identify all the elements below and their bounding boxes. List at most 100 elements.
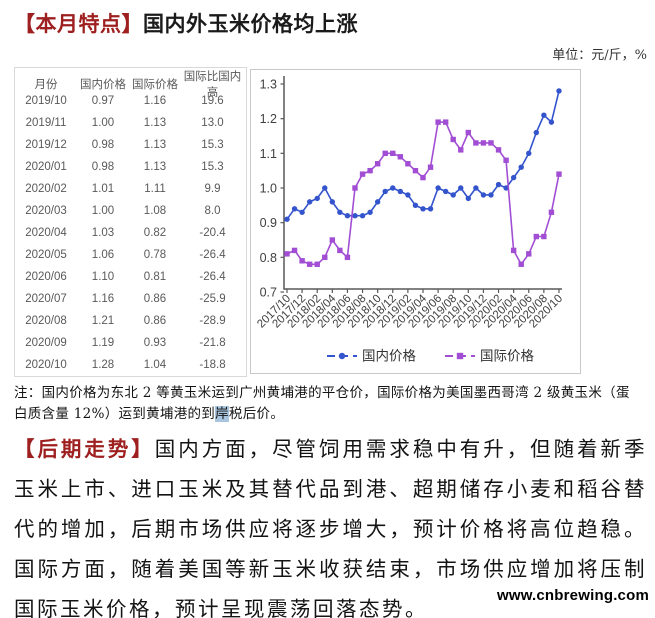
table-cell: 15.3 bbox=[201, 139, 224, 151]
data-point-square bbox=[359, 171, 366, 177]
data-point-square bbox=[548, 209, 555, 215]
table-row: 2019/11 1.00 1.13 13.0 bbox=[15, 112, 246, 134]
data-point-square bbox=[306, 261, 313, 267]
table-row: 2020/10 1.28 1.04 -18.8 bbox=[15, 354, 246, 376]
data-point-square bbox=[329, 237, 336, 243]
table-cell: 0.81 bbox=[143, 271, 167, 283]
table-cell: 0.82 bbox=[143, 227, 167, 239]
table-cell: 2019/11 bbox=[25, 117, 67, 129]
table-cell: 1.01 bbox=[91, 183, 115, 195]
legend-circle-marker-icon bbox=[338, 352, 346, 360]
table-cell: 0.97 bbox=[91, 95, 115, 107]
footnote: 注：国内价格为东北 2 等黄玉米运到广州黄埔港的平仓价，国际价格为美国墨西哥湾 … bbox=[14, 383, 638, 425]
table-cell: 8.0 bbox=[204, 205, 221, 217]
table-cell: 2020/07 bbox=[25, 293, 67, 305]
data-point-square bbox=[390, 150, 396, 157]
data-point-square bbox=[503, 157, 509, 163]
table-cell: 2020/05 bbox=[25, 249, 67, 261]
data-point-circle bbox=[337, 209, 343, 215]
table-row: 2019/12 0.98 1.13 15.3 bbox=[15, 134, 246, 156]
data-point-square bbox=[473, 140, 479, 146]
y-axis-label: 1.2 bbox=[260, 112, 277, 126]
data-point-circle bbox=[382, 188, 388, 195]
outlook-text: 国内方面，尽管饲用需求稳中有升，但随着新季玉米上市、进口玉米及其替代品到港、超期… bbox=[14, 438, 648, 618]
table-cell: 2020/04 bbox=[25, 227, 67, 239]
data-point-square bbox=[291, 247, 298, 254]
data-point-circle bbox=[390, 185, 396, 191]
table-header-cell: 国际比国内高 bbox=[183, 71, 242, 99]
table-header-row: 月份 国内价格 国际价格 国际比国内高 bbox=[15, 68, 246, 99]
table-cell: 0.93 bbox=[143, 337, 167, 349]
y-axis-label: 1.0 bbox=[260, 182, 277, 196]
data-point-circle bbox=[291, 206, 298, 212]
legend-label-international: 国际价格 bbox=[480, 349, 534, 364]
data-point-square bbox=[518, 261, 524, 267]
table-row: 2019/10 0.97 1.16 19.6 bbox=[15, 90, 246, 112]
price-table: 月份 国内价格 国际价格 国际比国内高 2019/10 0.97 1.16 19.6 2019/… bbox=[14, 67, 247, 377]
table-cell: 1.06 bbox=[91, 249, 115, 261]
data-point-circle bbox=[458, 185, 464, 191]
data-point-circle bbox=[465, 195, 472, 202]
table-cell: 1.11 bbox=[144, 183, 166, 195]
y-axis-label: 0.9 bbox=[260, 216, 277, 230]
table-header-cell: 国内价格 bbox=[80, 79, 126, 91]
y-axis-label: 1.3 bbox=[260, 78, 277, 92]
table-header-cell: 国际价格 bbox=[132, 79, 178, 91]
table-cell: -25.9 bbox=[199, 293, 226, 305]
table-cell: 1.03 bbox=[91, 227, 115, 239]
data-point-circle bbox=[397, 188, 404, 195]
data-point-square bbox=[382, 150, 388, 157]
table-cell: 15.3 bbox=[201, 161, 224, 173]
table-cell: 2020/08 bbox=[25, 315, 67, 327]
data-point-circle bbox=[435, 185, 441, 191]
data-point-square bbox=[450, 136, 456, 143]
table-cell: 1.13 bbox=[143, 139, 167, 151]
table-cell: 19.6 bbox=[201, 95, 224, 107]
data-point-square bbox=[556, 171, 562, 177]
series-line-domestic bbox=[286, 90, 560, 220]
table-cell: 1.21 bbox=[91, 315, 115, 327]
page-title: 【本月特点】国内外玉米价格均上涨 bbox=[14, 8, 358, 38]
table-cell: -20.4 bbox=[199, 227, 226, 239]
outlook-bracket-tag: 【后期走势】 bbox=[14, 438, 155, 461]
y-axis-label: 0.8 bbox=[260, 251, 277, 265]
data-point-square bbox=[367, 167, 373, 174]
table-cell: -26.4 bbox=[199, 271, 226, 283]
table-cell: 1.28 bbox=[91, 359, 115, 371]
data-point-square bbox=[420, 174, 426, 181]
data-point-circle bbox=[322, 185, 328, 191]
data-point-circle bbox=[442, 188, 449, 195]
table-cell: 0.78 bbox=[143, 249, 167, 261]
table-cell: -26.4 bbox=[199, 249, 226, 261]
table-cell: 9.9 bbox=[204, 183, 221, 195]
legend-square-marker-icon bbox=[456, 352, 464, 360]
table-cell: 1.13 bbox=[143, 161, 167, 173]
data-point-circle bbox=[533, 129, 540, 136]
data-point-circle bbox=[352, 213, 358, 219]
data-point-square bbox=[397, 154, 404, 160]
title-text: 国内外玉米价格均上涨 bbox=[143, 13, 358, 36]
table-cell: 1.13 bbox=[143, 117, 167, 129]
table-cell: 2020/02 bbox=[25, 183, 67, 195]
data-point-square bbox=[412, 167, 419, 174]
table-cell: -28.9 bbox=[199, 315, 226, 327]
data-point-circle bbox=[299, 209, 305, 215]
data-point-square bbox=[458, 147, 464, 153]
table-cell: 1.16 bbox=[143, 95, 167, 107]
data-point-circle bbox=[427, 206, 434, 212]
data-point-circle bbox=[306, 199, 313, 205]
table-cell: 0.98 bbox=[91, 139, 115, 151]
data-point-circle bbox=[556, 88, 562, 94]
legend-label-domestic: 国内价格 bbox=[362, 349, 416, 364]
data-point-square bbox=[427, 164, 434, 170]
data-point-square bbox=[337, 247, 343, 254]
data-point-circle bbox=[450, 192, 456, 198]
table-row: 2020/07 1.16 0.86 -25.9 bbox=[15, 288, 246, 310]
footnote-text-after: 税后价。 bbox=[228, 406, 285, 422]
table-row: 2020/06 1.10 0.81 -26.4 bbox=[15, 266, 246, 288]
table-cell: 1.08 bbox=[143, 205, 167, 217]
table-row: 2020/04 1.03 0.82 -20.4 bbox=[15, 222, 246, 244]
data-point-circle bbox=[503, 185, 509, 191]
table-row: 2020/05 1.06 0.78 -26.4 bbox=[15, 244, 246, 266]
